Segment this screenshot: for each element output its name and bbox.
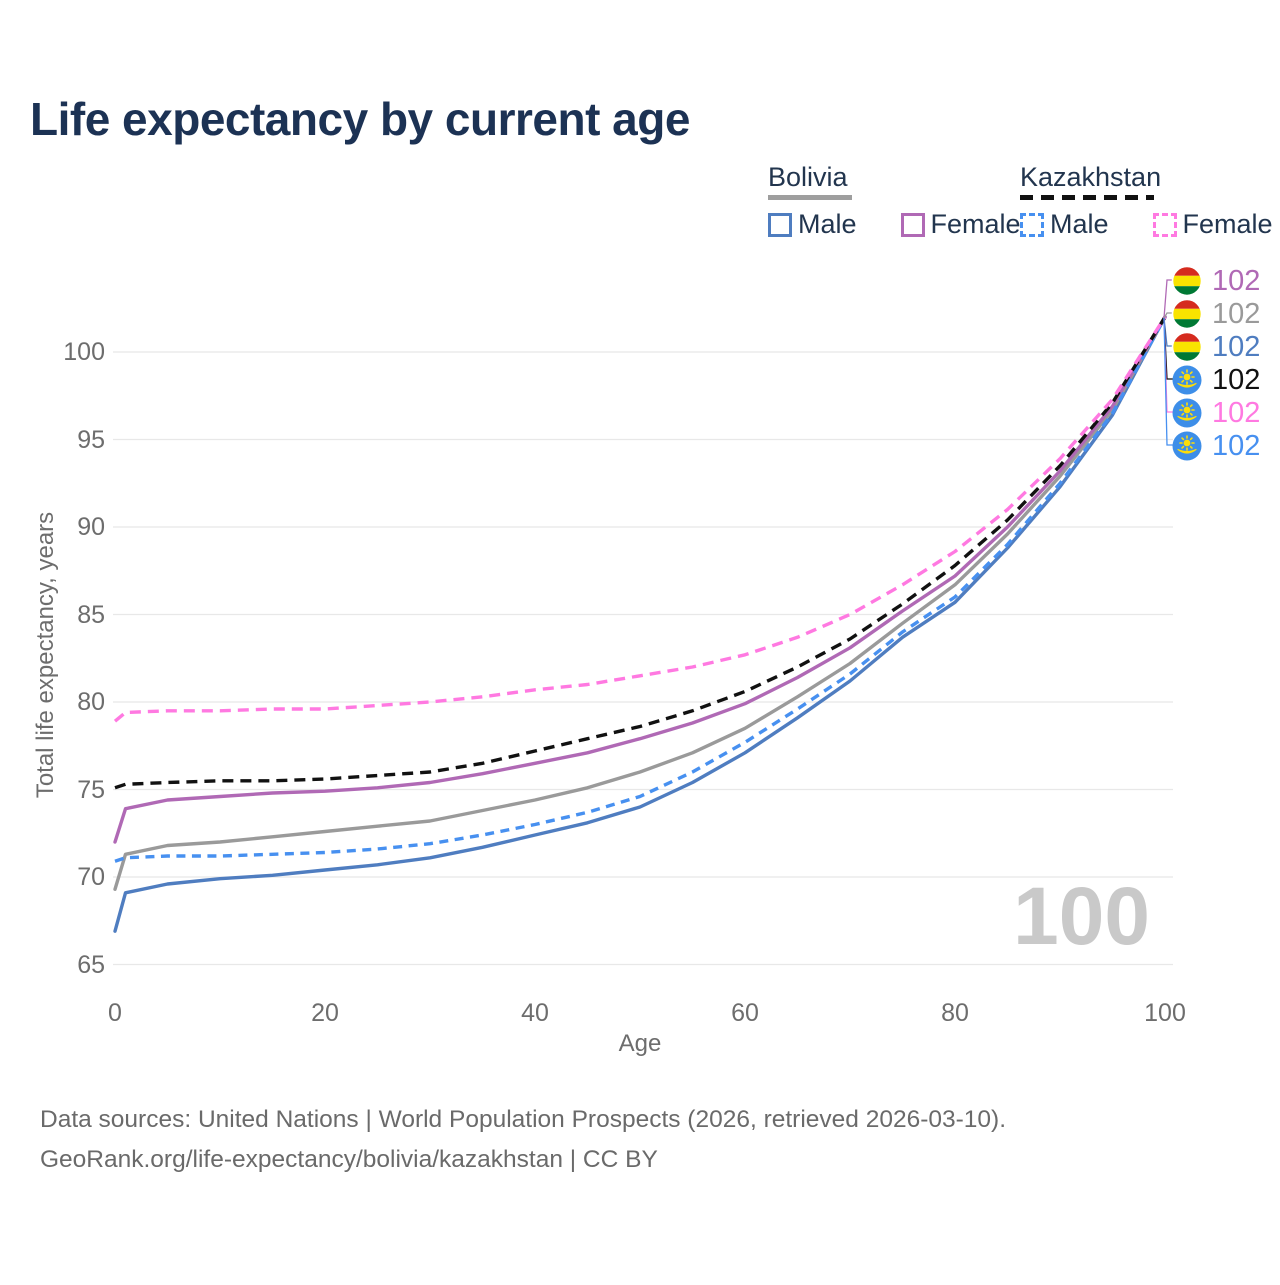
- x-tick-label-80: 80: [941, 999, 969, 1027]
- series-line-kazakhstan-male: [114, 316, 1167, 863]
- x-tick-label-20: 20: [311, 999, 339, 1027]
- end-label-row-bolivia-total: 102: [1171, 297, 1260, 330]
- current-age-indicator: 100: [1013, 871, 1150, 962]
- kazakhstan-flag-icon: [1171, 430, 1203, 462]
- bolivia-male-swatch-icon: [768, 212, 792, 237]
- bolivia-female-swatch-icon: [900, 212, 925, 237]
- end-value-bolivia-female: 102: [1212, 264, 1261, 297]
- end-value-kazakhstan-female: 102: [1212, 396, 1261, 429]
- legend-item-kazakhstan-female[interactable]: Female: [1152, 209, 1273, 240]
- series-line-bolivia-female: [113, 315, 1167, 844]
- legend-group-bolivia: Bolivia Male Female: [768, 162, 1021, 240]
- attribution-note: GeoRank.org/life-expectancy/bolivia/kaza…: [40, 1146, 658, 1173]
- series-line-kazakhstan-total: [114, 316, 1167, 790]
- end-label-row-kazakhstan-male: 102: [1171, 429, 1260, 462]
- y-tick-label-95: 95: [77, 425, 105, 454]
- legend-group-kazakhstan: Kazakhstan Male Female: [1020, 162, 1273, 240]
- x-tick-label-100: 100: [1144, 999, 1186, 1027]
- legend-country-bolivia: Bolivia: [768, 162, 848, 192]
- end-label-row-bolivia-male: 102: [1171, 330, 1260, 363]
- y-tick-label-85: 85: [77, 600, 105, 629]
- bolivia-flag-icon: [1171, 298, 1203, 330]
- kazakhstan-flag-icon: [1171, 397, 1203, 429]
- y-tick-label-80: 80: [77, 688, 105, 716]
- end-label-row-kazakhstan-female: 102: [1171, 396, 1260, 429]
- x-axis-title: Age: [618, 1030, 662, 1057]
- bolivia-line-style-sample: [768, 195, 852, 200]
- legend-item-bolivia-male[interactable]: Male: [768, 209, 857, 240]
- kazakhstan-line-style-sample: [1020, 195, 1154, 200]
- y-tick-label-90: 90: [77, 513, 105, 541]
- series-line-kazakhstan-female: [113, 316, 1167, 723]
- y-tick-label-75: 75: [77, 775, 105, 804]
- y-tick-label-65: 65: [77, 950, 105, 979]
- end-value-kazakhstan-total: 102: [1212, 363, 1261, 396]
- x-tick-label-0: 0: [108, 999, 122, 1027]
- bolivia-flag-icon: [1171, 331, 1203, 363]
- kazakhstan-flag-icon: [1171, 364, 1203, 396]
- end-value-bolivia-total: 102: [1212, 297, 1261, 330]
- legend-label-kazakhstan-male: Male: [1050, 209, 1109, 239]
- data-sources-note: Data sources: United Nations | World Pop…: [40, 1106, 1007, 1133]
- y-tick-label-100: 100: [63, 338, 105, 366]
- legend-label-bolivia-female: Female: [930, 209, 1021, 239]
- end-label-row-bolivia-female: 102: [1171, 264, 1260, 297]
- bolivia-flag-icon: [1171, 265, 1203, 297]
- kazakhstan-male-swatch-icon: [1020, 212, 1044, 237]
- legend-label-kazakhstan-female: Female: [1182, 209, 1273, 239]
- end-value-kazakhstan-male: 102: [1212, 429, 1261, 462]
- kazakhstan-female-swatch-icon: [1152, 212, 1177, 237]
- end-value-bolivia-male: 102: [1212, 330, 1261, 363]
- legend-item-kazakhstan-male[interactable]: Male: [1020, 209, 1109, 240]
- page-title: Life expectancy by current age: [30, 93, 690, 145]
- series-line-bolivia-total: [113, 315, 1167, 891]
- y-axis-title: Total life expectancy, years: [32, 511, 59, 799]
- x-tick-label-60: 60: [731, 999, 759, 1027]
- end-label-row-kazakhstan-total: 102: [1171, 363, 1260, 396]
- legend-item-bolivia-female[interactable]: Female: [900, 209, 1021, 240]
- legend-country-kazakhstan: Kazakhstan: [1020, 162, 1162, 192]
- series-line-bolivia-male: [113, 315, 1167, 933]
- y-tick-label-70: 70: [77, 863, 105, 891]
- x-tick-label-40: 40: [521, 999, 549, 1027]
- legend-label-bolivia-male: Male: [798, 209, 857, 239]
